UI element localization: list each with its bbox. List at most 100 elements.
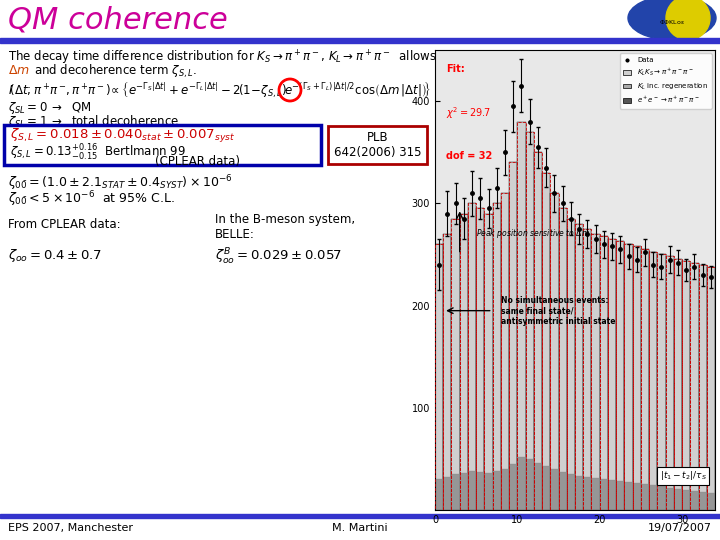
Text: QM coherence: QM coherence (8, 5, 228, 35)
Text: M. Martini: M. Martini (332, 523, 388, 533)
Bar (444, 477, 451, 510)
Bar (698, 265, 707, 510)
Bar (591, 234, 600, 510)
Bar (608, 481, 616, 510)
Bar (649, 485, 657, 510)
Bar (624, 482, 633, 510)
Bar (649, 252, 657, 510)
Text: dof = 32: dof = 32 (446, 151, 492, 161)
Bar (674, 259, 682, 510)
Bar (657, 254, 665, 510)
Bar (550, 193, 559, 510)
Bar (476, 472, 485, 510)
Bar (542, 173, 550, 510)
Bar (665, 488, 674, 510)
Bar (559, 472, 567, 510)
Bar (0, 38, 720, 43)
Bar (616, 241, 624, 510)
FancyBboxPatch shape (4, 125, 321, 165)
Bar (674, 259, 682, 510)
Bar (459, 213, 468, 510)
Bar (526, 459, 534, 510)
Bar (435, 244, 444, 510)
Text: (CPLEAR data): (CPLEAR data) (155, 156, 240, 168)
Bar (707, 492, 715, 510)
Bar (567, 219, 575, 510)
Ellipse shape (666, 0, 710, 40)
Text: 19/07/2007: 19/07/2007 (648, 523, 712, 533)
Text: EPS 2007, Manchester: EPS 2007, Manchester (8, 523, 133, 533)
Bar (649, 252, 657, 510)
Bar (575, 224, 583, 510)
Text: $I\!\left(\Delta t;\pi^+\!\pi^-\!,\pi^+\!\pi^-\right)\!\propto\left\{e^{-\Gamma_: $I\!\left(\Delta t;\pi^+\!\pi^-\!,\pi^+\… (8, 80, 431, 99)
Bar (591, 478, 600, 510)
Text: $\zeta^B_{oo} = 0.029\pm0.057$: $\zeta^B_{oo} = 0.029\pm0.057$ (215, 247, 342, 267)
Bar (501, 193, 509, 510)
Bar (559, 208, 567, 510)
Bar (492, 204, 501, 510)
Text: $\Delta m$: $\Delta m$ (8, 64, 30, 78)
Bar (435, 480, 444, 510)
Bar (624, 244, 633, 510)
Bar (542, 173, 550, 510)
Text: The decay time difference distribution for $K_S\rightarrow\pi^+\pi^-$, $K_L\righ: The decay time difference distribution f… (8, 49, 508, 67)
Bar (451, 474, 459, 510)
Bar (633, 246, 641, 510)
Bar (444, 234, 451, 510)
Bar (608, 239, 616, 510)
Legend: Data, $K_LK_S\rightarrow\pi^+\pi^-\pi^-$, $K_L$ inc. regeneration, $e^+e^-\right: Data, $K_LK_S\rightarrow\pi^+\pi^-\pi^-$… (620, 53, 711, 109)
Bar (518, 457, 526, 510)
Bar (492, 204, 501, 510)
Bar (641, 249, 649, 510)
Bar (707, 267, 715, 510)
Bar (509, 163, 518, 510)
Bar (665, 256, 674, 510)
Bar (451, 219, 459, 510)
Bar (518, 122, 526, 510)
Text: $\zeta_{0\bar{0}} = \left(1.0\pm2.1_{STAT}\pm0.4_{SYST}\right)\times10^{-6}$: $\zeta_{0\bar{0}} = \left(1.0\pm2.1_{STA… (8, 173, 233, 193)
Bar (682, 261, 690, 510)
Bar (485, 473, 492, 510)
Bar (600, 236, 608, 510)
Text: $\Phi\Phi$KLoε: $\Phi\Phi$KLoε (659, 18, 685, 26)
Bar (641, 484, 649, 510)
Text: $|t_1-t_2|/\tau_S$: $|t_1-t_2|/\tau_S$ (660, 469, 706, 482)
Bar (459, 473, 468, 510)
Bar (492, 471, 501, 510)
Bar (501, 469, 509, 510)
Bar (0, 514, 720, 518)
Bar (600, 480, 608, 510)
Text: BELLE:: BELLE: (215, 227, 255, 240)
Text: In the B-meson system,: In the B-meson system, (215, 213, 355, 226)
Bar (698, 491, 707, 510)
Bar (435, 244, 444, 510)
Bar (526, 132, 534, 510)
Bar (633, 246, 641, 510)
Bar (583, 477, 591, 510)
Bar (518, 122, 526, 510)
Text: $\zeta_{oo} = 0.4\pm0.7$: $\zeta_{oo} = 0.4\pm0.7$ (8, 246, 102, 264)
Text: and decoherence term $\zeta_{S,L}$.: and decoherence term $\zeta_{S,L}$. (34, 63, 197, 79)
Bar (444, 234, 451, 510)
Bar (550, 193, 559, 510)
Bar (682, 261, 690, 510)
Text: Peak position sensitive to $\Delta m$: Peak position sensitive to $\Delta m$ (476, 227, 590, 240)
Text: $\zeta_{SL}=0\;\rightarrow\;$ QM: $\zeta_{SL}=0\;\rightarrow\;$ QM (8, 100, 91, 116)
Bar (600, 236, 608, 510)
Bar (559, 208, 567, 510)
Text: No simultaneous events:
same final state/
antisymmetric initial state: No simultaneous events: same final state… (501, 296, 616, 326)
Bar (485, 213, 492, 510)
Ellipse shape (628, 0, 716, 40)
Text: PLB
642(2006) 315: PLB 642(2006) 315 (334, 131, 422, 159)
Bar (468, 204, 476, 510)
Bar (509, 163, 518, 510)
Bar (567, 219, 575, 510)
Bar (616, 481, 624, 510)
Bar (657, 487, 665, 510)
Text: $\zeta_{0\bar{0}}<5\times10^{-6}$  at 95% C.L.: $\zeta_{0\bar{0}}<5\times10^{-6}$ at 95%… (8, 189, 175, 209)
Bar (690, 262, 698, 510)
Bar (616, 241, 624, 510)
Bar (690, 490, 698, 510)
Text: From CPLEAR data:: From CPLEAR data: (8, 219, 121, 232)
Bar (641, 249, 649, 510)
